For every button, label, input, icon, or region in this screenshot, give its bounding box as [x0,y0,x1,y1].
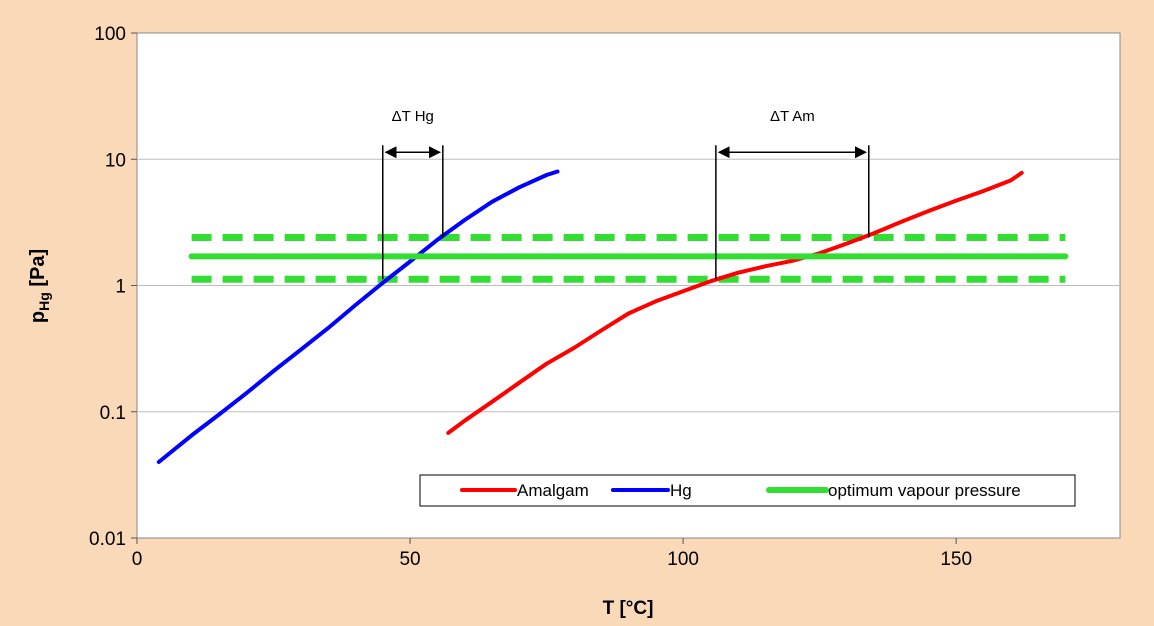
legend-box [419,474,1076,507]
hg-line [156,169,560,464]
y-axis-title-main: p [27,311,49,323]
y-axis-title-sub: Hg [36,292,52,311]
y-tick-label: 0.1 [100,403,126,424]
legend-item-amalgam: Amalgam [460,481,589,500]
x-axis-title: T [°C] [603,598,654,619]
legend-item-hg: Hg [611,481,692,500]
y-tick-label: 0.01 [89,529,126,550]
y-tick-label: 1 [115,277,126,298]
y-tick-label: 10 [105,150,126,171]
optimum-band-lines [191,233,1066,283]
y-axis-title-unit: [Pa] [27,249,49,292]
amalgam-line [446,170,1024,435]
y-tick-label: 100 [94,24,126,45]
x-tick-label: 150 [940,549,972,570]
annotations: ΔT Hg ΔT Am [382,108,870,280]
y-tick-labels: 0.01 0.1 1 10 100 [89,24,126,550]
legend-label: optimum vapour pressure [828,481,1021,500]
x-tick-label: 100 [667,549,699,570]
x-tick-label: 0 [132,549,143,570]
x-tick-labels: 0 50 100 150 [132,549,972,570]
legend-label: Hg [670,481,692,500]
x-tick-label: 50 [399,549,420,570]
legend-item-optimum: optimum vapour pressure [766,481,1021,500]
grid-lines [131,32,1120,544]
annotation-label: ΔT Am [770,108,815,125]
y-axis-title: pHg [Pa] [27,249,52,323]
annotation-label: ΔT Hg [392,108,434,125]
legend-label: Amalgam [517,481,589,500]
legend: Amalgam Hg optimum vapour pressure [419,474,1076,507]
series-lines [156,169,1069,464]
